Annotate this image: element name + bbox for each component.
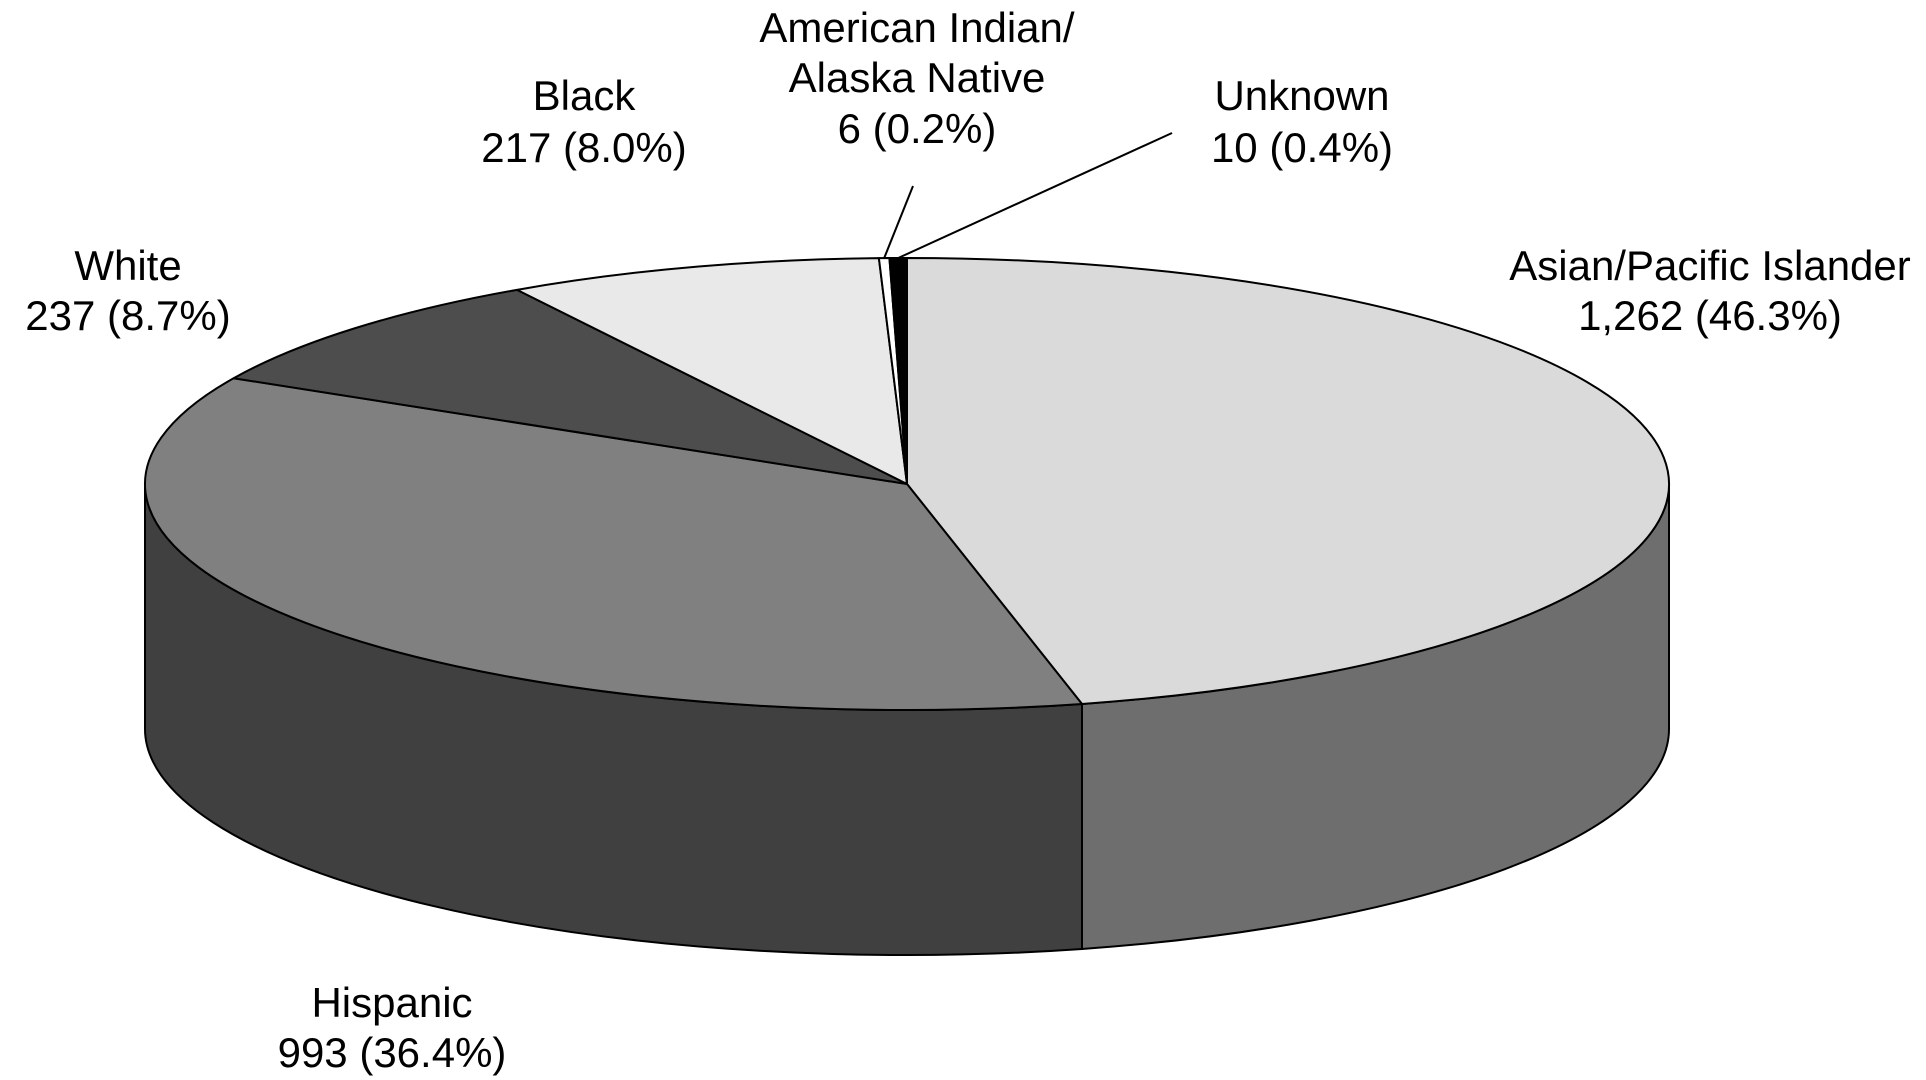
label-hispanic-value: 993 (36.4%): [278, 1029, 507, 1076]
label-american-indian-line2: Alaska Native: [789, 54, 1046, 101]
leader-american-indian: [883, 185, 914, 259]
pie-slice-unknown: [888, 256, 908, 485]
label-american-indian-value: 6 (0.2%): [838, 105, 997, 152]
pie-slice-white: [232, 288, 908, 485]
label-black-name: Black: [533, 72, 637, 119]
label-american-indian-line1: American Indian/: [759, 4, 1074, 51]
leader-unknown: [897, 132, 1173, 259]
pie-slice-asian-pacific-islander: [906, 257, 1670, 705]
pie-slice-hispanic: [144, 377, 1083, 711]
label-asian-pacific-islander-value: 1,262 (46.3%): [1578, 292, 1842, 339]
label-unknown-name: Unknown: [1214, 72, 1389, 119]
pie-slice-black: [516, 257, 908, 485]
label-white-name: White: [74, 242, 181, 289]
pie-top-faces: [144, 256, 1670, 711]
label-black-value: 217 (8.0%): [481, 124, 686, 171]
label-asian-pacific-islander-name: Asian/Pacific Islander: [1509, 242, 1911, 289]
label-unknown-value: 10 (0.4%): [1211, 124, 1393, 171]
label-white-value: 237 (8.7%): [25, 292, 230, 339]
leader-lines: [883, 132, 1173, 259]
label-hispanic-name: Hispanic: [311, 979, 472, 1026]
